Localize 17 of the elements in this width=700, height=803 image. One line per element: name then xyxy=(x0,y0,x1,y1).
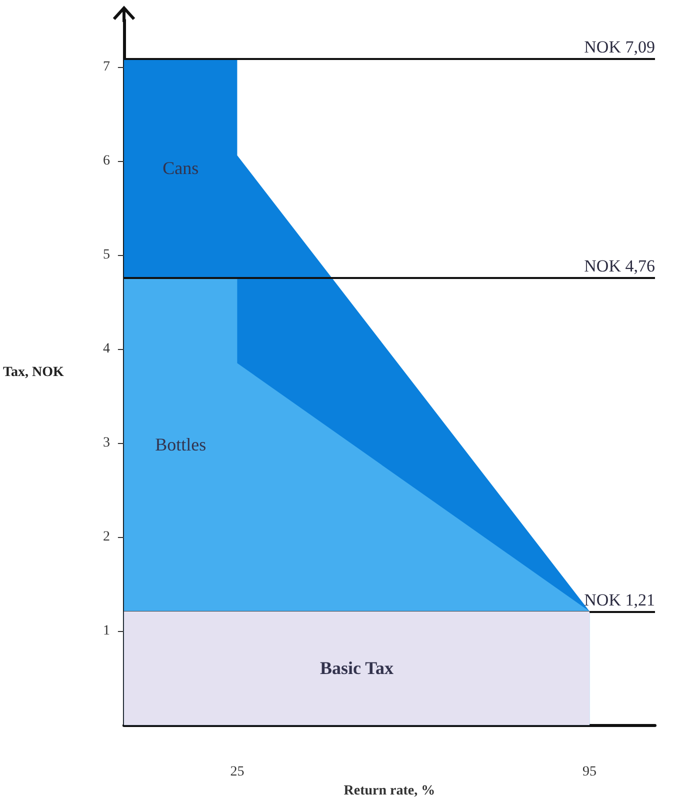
y-tick-label: 4 xyxy=(102,342,110,357)
y-tick-label: 7 xyxy=(102,60,110,75)
x-tick-label: 95 xyxy=(582,764,597,780)
y-tick-label: 5 xyxy=(102,248,110,263)
ref-line-label: NOK 7,09 xyxy=(584,38,655,57)
series-label: Bottles xyxy=(155,434,206,454)
y-axis-title: Tax, NOK xyxy=(2,365,64,380)
x-axis-title: Return rate, % xyxy=(344,784,436,798)
ref-line-label: NOK 1,21 xyxy=(584,590,655,610)
series-label: Basic Tax xyxy=(320,658,394,678)
x-tick-label: 25 xyxy=(230,764,244,780)
ref-line-label: NOK 4,76 xyxy=(584,256,655,276)
y-tick-label: 6 xyxy=(102,154,110,169)
y-tick-label: 2 xyxy=(102,530,110,545)
y-tick-label: 3 xyxy=(102,436,110,451)
y-tick-label: 1 xyxy=(102,624,110,639)
series-label: Cans xyxy=(162,158,199,178)
